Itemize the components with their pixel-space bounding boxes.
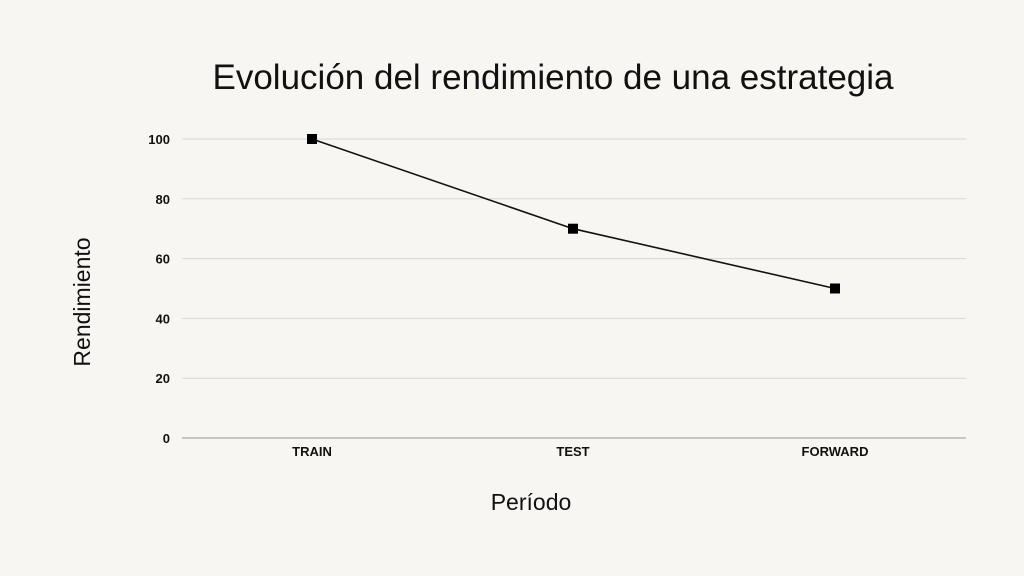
y-tick-label: 100 (148, 132, 170, 147)
y-tick-label: 20 (156, 371, 170, 386)
data-point-marker (830, 284, 840, 294)
y-tick-label: 80 (156, 192, 170, 207)
data-point-marker (568, 224, 578, 234)
x-tick-label: TRAIN (292, 444, 332, 459)
x-tick-label: FORWARD (802, 444, 869, 459)
chart-title: Evolución del rendimiento de una estrate… (213, 58, 895, 97)
y-axis-title: Rendimiento (69, 237, 95, 366)
x-axis-title: Período (491, 489, 572, 515)
data-point-marker (307, 134, 317, 144)
y-tick-label: 60 (156, 252, 170, 267)
y-tick-label: 40 (156, 311, 170, 326)
x-tick-label: TEST (556, 444, 589, 459)
y-tick-label: 0 (163, 431, 170, 446)
